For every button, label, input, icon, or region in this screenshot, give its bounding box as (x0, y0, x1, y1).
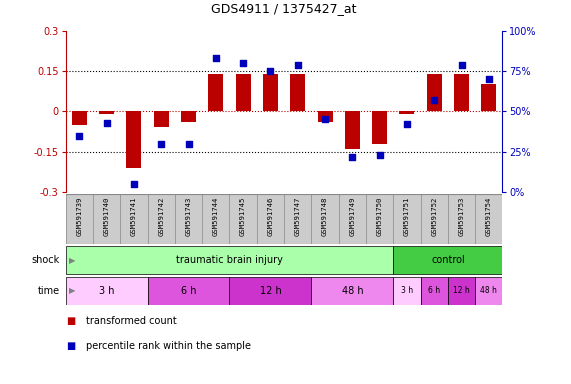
Bar (154, 111, 168, 127)
Text: time: time (38, 286, 60, 296)
Point (239, 60, 248, 66)
Text: GSM591753: GSM591753 (459, 197, 465, 236)
Text: GSM591745: GSM591745 (240, 197, 246, 236)
Text: ▶: ▶ (69, 256, 75, 265)
Text: ▶: ▶ (69, 286, 75, 295)
Bar (147, 277, 230, 305)
Text: GSM591751: GSM591751 (404, 197, 410, 236)
Bar (311, 277, 393, 305)
Point (457, 61, 466, 68)
Text: GSM591743: GSM591743 (186, 197, 191, 236)
Text: ■: ■ (66, 341, 75, 351)
Point (484, 76, 493, 82)
Text: GSM591750: GSM591750 (377, 197, 383, 236)
Bar (66, 247, 393, 274)
Text: 12 h: 12 h (453, 286, 470, 295)
Text: transformed count: transformed count (86, 316, 176, 326)
Text: 6 h: 6 h (428, 286, 440, 295)
Point (320, 116, 329, 122)
Point (403, 121, 412, 127)
Text: percentile rank within the sample: percentile rank within the sample (86, 341, 251, 351)
Text: GSM591749: GSM591749 (349, 197, 355, 236)
Text: 48 h: 48 h (341, 286, 363, 296)
Text: GSM591754: GSM591754 (486, 197, 492, 236)
Text: GSM591748: GSM591748 (322, 197, 328, 236)
Text: 48 h: 48 h (480, 286, 497, 295)
Bar (99, 111, 114, 114)
Text: ■: ■ (66, 316, 75, 326)
Bar (345, 111, 360, 149)
Text: shock: shock (32, 255, 60, 265)
Text: GSM591744: GSM591744 (213, 197, 219, 236)
Bar (126, 111, 142, 168)
Point (75, 132, 84, 139)
Bar (317, 111, 332, 122)
Text: GSM591746: GSM591746 (267, 197, 274, 236)
Text: GSM591742: GSM591742 (158, 197, 164, 236)
Point (130, 181, 139, 187)
Text: 6 h: 6 h (181, 286, 196, 296)
Text: 3 h: 3 h (401, 286, 413, 295)
Bar (290, 74, 305, 111)
Text: GSM591739: GSM591739 (77, 197, 82, 236)
Bar (66, 277, 147, 305)
Bar (481, 84, 496, 111)
Bar (454, 74, 469, 111)
Bar (393, 277, 421, 305)
Bar (181, 111, 196, 122)
Text: GSM591740: GSM591740 (103, 197, 110, 236)
Text: traumatic brain injury: traumatic brain injury (176, 255, 283, 265)
Bar (393, 247, 502, 274)
Text: 12 h: 12 h (260, 286, 282, 296)
Bar (372, 111, 387, 144)
Point (293, 61, 302, 68)
Bar (230, 277, 311, 305)
Point (184, 141, 193, 147)
Bar (427, 74, 442, 111)
Text: GSM591741: GSM591741 (131, 197, 137, 236)
Bar (475, 277, 502, 305)
Bar (72, 111, 87, 125)
Bar (448, 277, 475, 305)
Bar (263, 74, 278, 111)
Point (348, 154, 357, 160)
Bar (208, 74, 223, 111)
Text: GSM591747: GSM591747 (295, 197, 301, 236)
Point (266, 68, 275, 74)
Bar (400, 111, 415, 114)
Bar (421, 277, 448, 305)
Point (211, 55, 220, 61)
Point (429, 97, 439, 103)
Point (375, 152, 384, 158)
Bar (236, 74, 251, 111)
Text: GSM591752: GSM591752 (431, 197, 437, 236)
Text: GDS4911 / 1375427_at: GDS4911 / 1375427_at (211, 2, 357, 15)
Text: 3 h: 3 h (99, 286, 114, 296)
Point (156, 141, 166, 147)
Point (102, 119, 111, 126)
Text: control: control (431, 255, 465, 265)
